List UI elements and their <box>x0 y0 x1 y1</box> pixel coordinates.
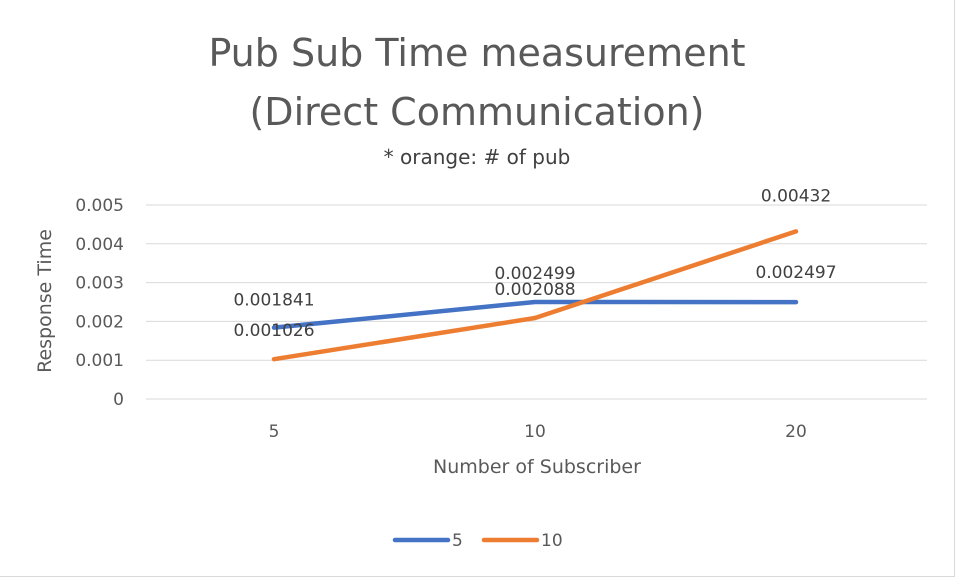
data-label: 0.002499 <box>494 264 575 284</box>
series-line-5 <box>271 299 799 330</box>
x-tick-label: 5 <box>269 422 280 442</box>
legend-label-5: 5 <box>452 531 463 551</box>
y-tick-label: 0.002 <box>75 312 124 332</box>
chart-subtitle: * orange: # of pub <box>384 145 571 169</box>
data-labels: 0.001841 0.002499 0.002497 0.001026 0.002088… <box>233 186 836 341</box>
x-axis-title: Number of Subscriber <box>433 456 641 478</box>
y-tick-label: 0 <box>113 390 124 410</box>
y-tick-label: 0.005 <box>75 196 124 216</box>
data-label: 0.001026 <box>233 321 314 341</box>
x-axis-ticks: 5 10 20 <box>269 422 807 442</box>
legend: 5 10 <box>392 531 563 551</box>
data-label: 0.002088 <box>494 280 575 300</box>
chart-title: Pub Sub Time measurement (Direct Communi… <box>208 31 745 134</box>
chart-title-line-1: Pub Sub Time measurement <box>208 31 745 75</box>
chart-title-line-2: (Direct Communication) <box>249 90 704 134</box>
legend-label-10: 10 <box>541 531 563 551</box>
data-label: 0.001841 <box>233 291 314 311</box>
x-tick-label: 10 <box>524 422 546 442</box>
y-axis-title: Response Time <box>34 229 56 373</box>
data-label: 0.00432 <box>761 186 831 206</box>
series-layer <box>271 229 799 362</box>
series-line-10 <box>271 229 799 362</box>
y-tick-label: 0.004 <box>75 235 124 255</box>
y-tick-label: 0.003 <box>75 274 124 294</box>
x-tick-label: 20 <box>785 422 807 442</box>
data-label: 0.002497 <box>755 263 836 283</box>
y-tick-label: 0.001 <box>75 351 124 371</box>
y-axis-ticks: 0 0.001 0.002 0.003 0.004 0.005 <box>75 196 124 410</box>
